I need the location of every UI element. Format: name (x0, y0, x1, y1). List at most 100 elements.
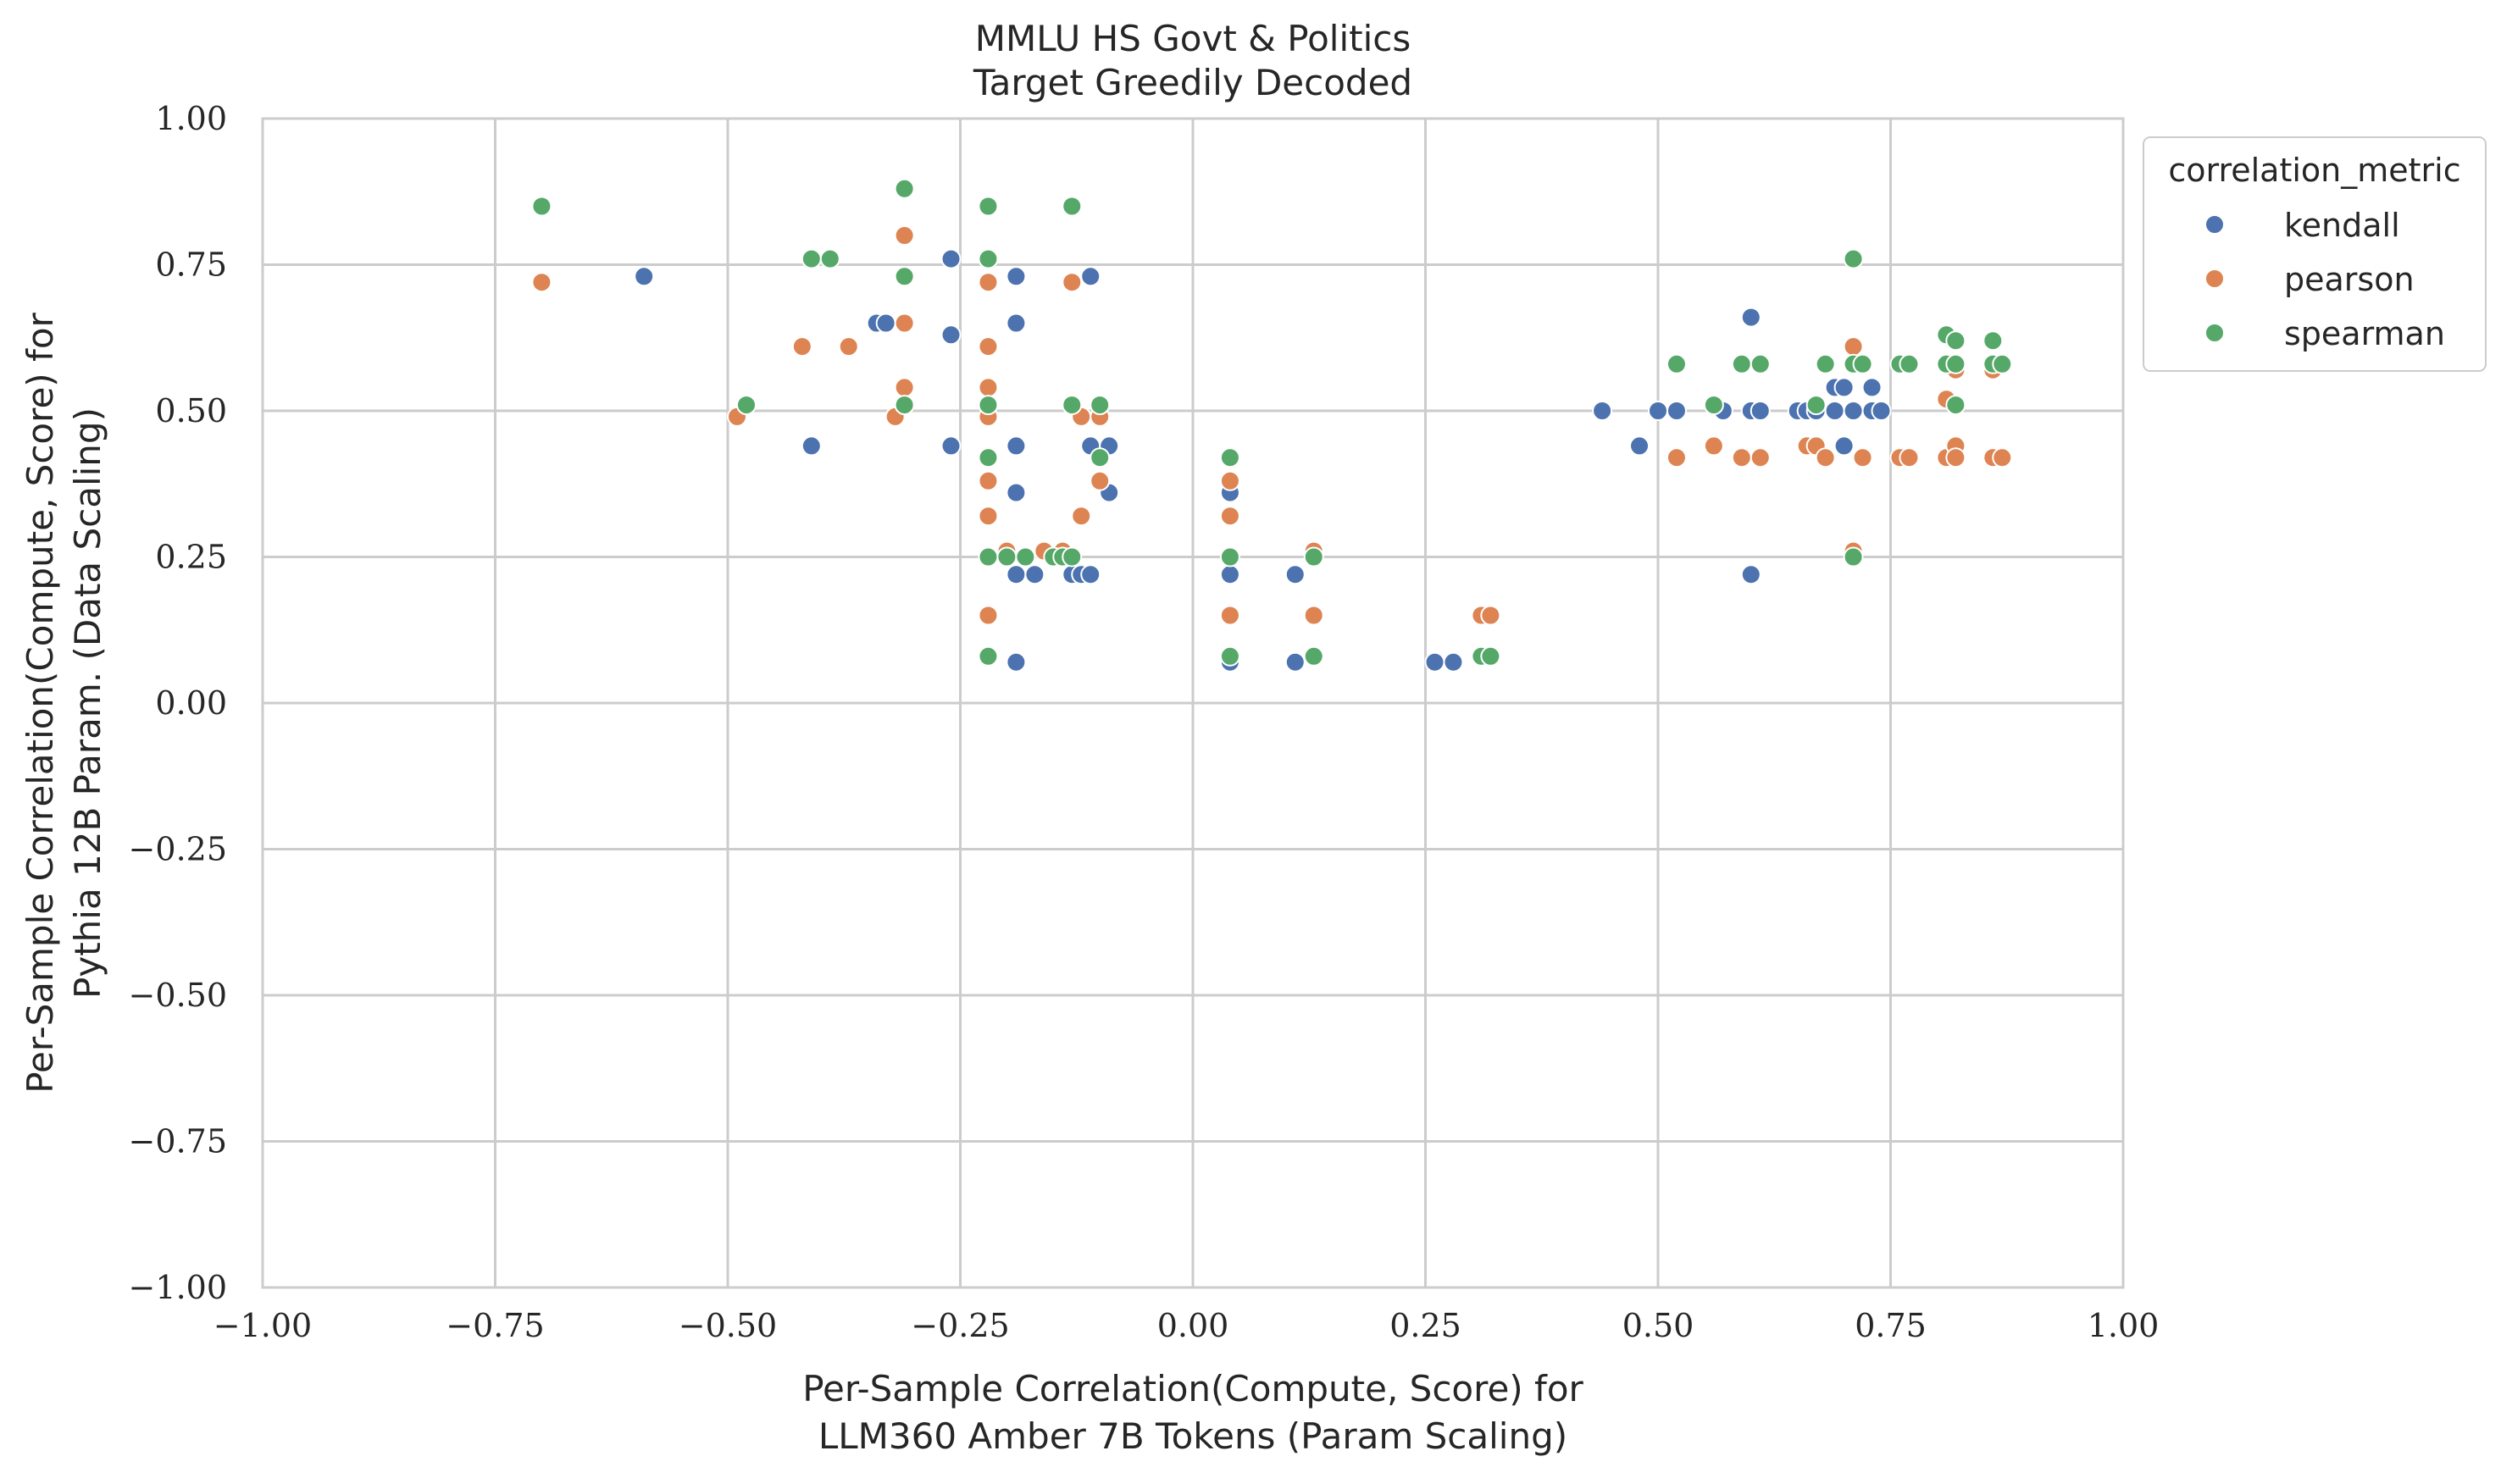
kendall-point (1648, 401, 1668, 421)
spearman-point (978, 447, 999, 468)
kendall-point (1424, 651, 1445, 673)
data-points (531, 178, 2013, 673)
kendall-point (1629, 435, 1650, 457)
legend-title: correlation_metric (2168, 152, 2460, 189)
spearman-point (1090, 395, 1111, 416)
x-tick-label: −0.50 (679, 1307, 777, 1344)
legend: correlation_metric kendall pearson spearma… (2143, 136, 2487, 372)
y-tick-label: −0.50 (129, 977, 227, 1014)
kendall-point (1080, 564, 1101, 585)
spearman-point (1945, 353, 1966, 374)
kendall-point (1006, 651, 1027, 673)
spearman-point (1992, 353, 2013, 374)
spearman-point (1815, 353, 1836, 374)
y-tick-label: 0.75 (155, 246, 227, 284)
legend-box (2143, 136, 2487, 372)
legend-label-spearman: spearman (2284, 315, 2445, 352)
plot-frame (261, 117, 2125, 1289)
pearson-point (1815, 447, 1836, 468)
kendall-point (1740, 307, 1761, 328)
legend-label-kendall: kendall (2284, 207, 2400, 244)
pearson-point (1843, 336, 1864, 357)
spearman-point (1899, 353, 1920, 374)
y-tick-label: −1.00 (129, 1269, 227, 1306)
kendall-point (1284, 564, 1306, 585)
pearson-point (1945, 447, 1966, 468)
pearson-point (1731, 447, 1752, 468)
kendall-point (1080, 266, 1101, 287)
kendall-point (801, 435, 822, 457)
x-axis-label-line2: LLM360 Amber 7B Tokens (Param Scaling) (818, 1415, 1567, 1457)
legend-marker-kendall (2204, 214, 2225, 235)
pearson-point (1090, 470, 1111, 491)
spearman-point (1062, 196, 1083, 217)
kendall-point (1006, 313, 1027, 334)
spearman-point (978, 395, 999, 416)
spearman-point (819, 248, 840, 269)
spearman-point (978, 645, 999, 667)
kendall-point (1824, 401, 1845, 421)
y-tick-label: 0.25 (155, 539, 227, 576)
kendall-point (1219, 564, 1240, 585)
pearson-point (1071, 506, 1092, 527)
legend-label-pearson: pearson (2284, 261, 2415, 298)
series-spearman (531, 178, 2013, 667)
pearson-point (838, 336, 859, 357)
kendall-point (1284, 651, 1306, 673)
spearman-point (978, 248, 999, 269)
kendall-point (1006, 266, 1027, 287)
spearman-point (1843, 546, 1864, 568)
spearman-point (531, 196, 552, 217)
kendall-point (875, 313, 896, 334)
kendall-point (940, 248, 962, 269)
x-axis-label-line1: Per-Sample Correlation(Compute, Score) f… (802, 1368, 1583, 1409)
kendall-point (940, 435, 962, 457)
spearman-point (1062, 395, 1083, 416)
legend-marker-pearson (2204, 269, 2225, 289)
spearman-point (1703, 395, 1724, 416)
x-tick-labels: −1.00 −0.75 −0.50 −0.25 0.00 0.25 0.50 0.75 1.00 (214, 1307, 2160, 1344)
pearson-point (1703, 435, 1724, 457)
spearman-point (1219, 447, 1240, 468)
spearman-point (1666, 353, 1687, 374)
kendall-point (1833, 435, 1855, 457)
y-tick-label: −0.75 (129, 1123, 227, 1160)
pearson-point (1852, 447, 1873, 468)
y-tick-label: 0.00 (155, 684, 227, 722)
x-tick-label: −0.25 (911, 1307, 1009, 1344)
spearman-point (1805, 395, 1827, 416)
spearman-point (1982, 330, 2004, 352)
spearman-point (1480, 645, 1501, 667)
spearman-point (1945, 330, 1966, 352)
spearman-point (1303, 546, 1324, 568)
y-axis-label-line2: Pythia 12B Param. (Data Scaling) (67, 407, 108, 999)
spearman-point (894, 178, 915, 199)
pearson-point (1219, 470, 1240, 491)
spearman-point (1303, 645, 1324, 667)
pearson-point (1480, 605, 1501, 626)
pearson-point (894, 377, 915, 398)
spearman-point (1219, 546, 1240, 568)
pearson-point (1219, 506, 1240, 527)
spearman-point (801, 248, 822, 269)
pearson-point (978, 272, 999, 293)
chart-subtitle: Target Greedily Decoded (973, 62, 1412, 103)
kendall-point (1843, 401, 1864, 421)
y-axis-label-line1: Per-Sample Correlation(Compute, Score) f… (19, 312, 61, 1093)
x-tick-label: −1.00 (214, 1307, 312, 1344)
pearson-point (978, 377, 999, 398)
pearson-point (1303, 605, 1324, 626)
spearman-point (1945, 395, 1966, 416)
pearson-point (978, 336, 999, 357)
spearman-point (1219, 645, 1240, 667)
pearson-point (1219, 605, 1240, 626)
kendall-point (1666, 401, 1687, 421)
kendall-point (1833, 377, 1855, 398)
spearman-point (735, 395, 757, 416)
kendall-point (1443, 651, 1464, 673)
kendall-point (940, 324, 962, 346)
pearson-point (1992, 447, 2013, 468)
x-tick-label: 0.00 (1157, 1307, 1229, 1344)
spearman-point (1731, 353, 1752, 374)
